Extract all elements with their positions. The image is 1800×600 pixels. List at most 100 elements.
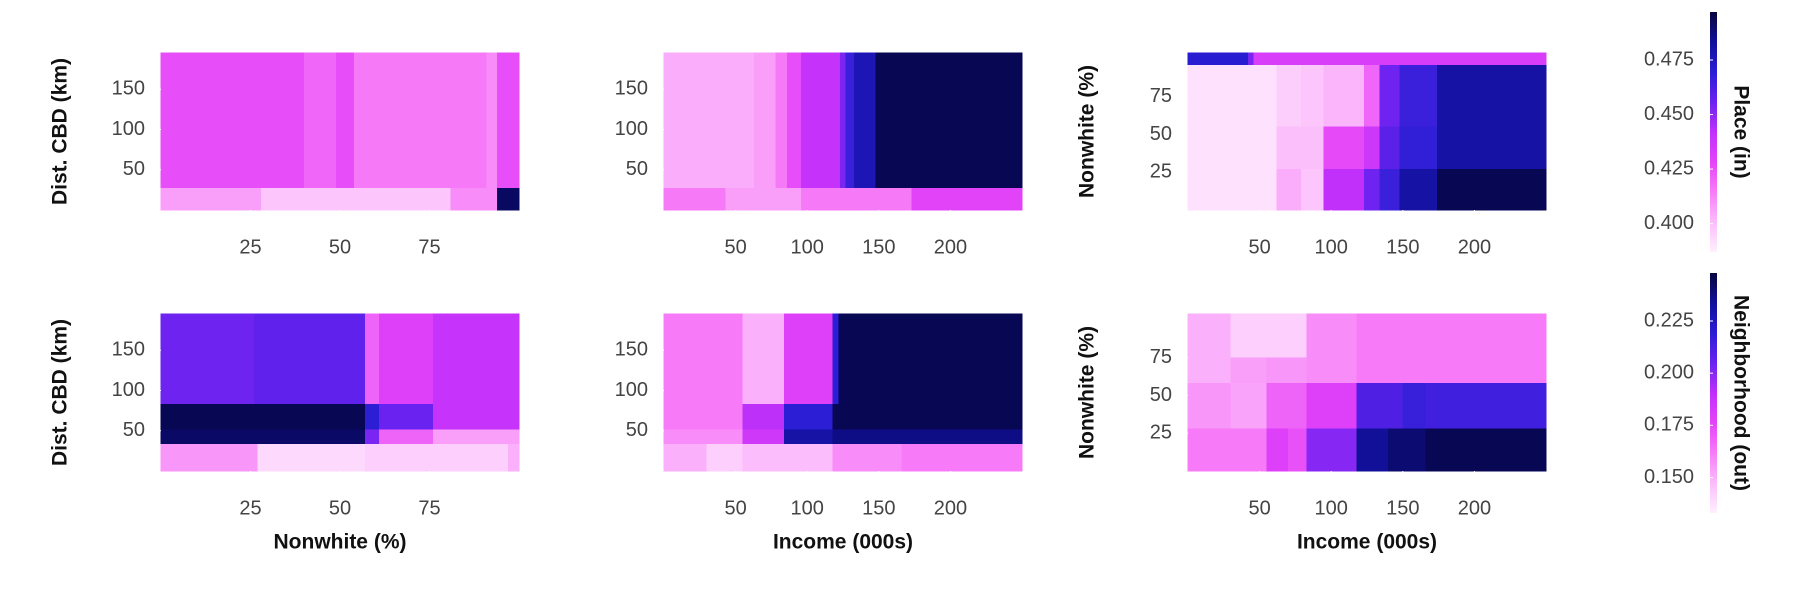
heatmap-cell	[1247, 52, 1255, 66]
colorbar-tick-label: 0.450	[1644, 103, 1694, 125]
heatmap-cell	[507, 444, 520, 472]
heatmap-cell	[1187, 52, 1249, 66]
heatmap-cell	[497, 187, 520, 211]
heatmap-cell	[742, 429, 785, 445]
heatmap-cell	[742, 444, 834, 472]
heatmap-cell	[1187, 357, 1232, 384]
y-tick-label: 50	[123, 419, 145, 441]
heatmap-cell	[1388, 428, 1427, 472]
heatmap-cell	[783, 429, 834, 445]
y-axis-label: Nonwhite (%)	[1076, 326, 1099, 459]
x-tick-label: 50	[724, 236, 746, 258]
heatmap-cell	[801, 52, 841, 189]
heatmap-cell	[1306, 313, 1358, 359]
heatmap-cell	[663, 52, 755, 189]
y-tick-label: 150	[112, 339, 145, 361]
heatmap-cell	[1266, 383, 1308, 430]
heatmap-cell	[354, 52, 488, 189]
y-tick-label: 150	[112, 78, 145, 100]
heatmap-cell	[832, 313, 840, 405]
heatmap-cell	[1379, 168, 1401, 211]
x-tick-label: 100	[791, 497, 824, 519]
heatmap-cell	[1230, 313, 1308, 359]
y-tick-label: 50	[1150, 123, 1172, 145]
heatmap-cell	[1287, 428, 1308, 472]
heatmap-cell	[1363, 126, 1381, 170]
heatmap-cell	[901, 444, 1023, 472]
heatmap-cell	[783, 403, 834, 431]
heatmap-cell	[364, 403, 380, 431]
heatmap-cell	[450, 187, 498, 211]
heatmap-cell	[663, 187, 726, 211]
heatmap-cell	[1266, 428, 1289, 472]
colorbar-label: Neighborhood (out)	[1729, 295, 1752, 491]
heatmap-cell	[1399, 168, 1438, 211]
heatmap-cell	[432, 313, 520, 405]
heatmap-cell	[706, 444, 744, 472]
colorbar-tick-label: 0.225	[1644, 309, 1694, 331]
heatmap-cell	[1187, 64, 1278, 128]
heatmap-cell	[160, 429, 366, 445]
colorbar	[1710, 12, 1717, 252]
colorbar-tick-label: 0.400	[1644, 212, 1694, 234]
heatmap-cell	[663, 429, 744, 445]
heatmap-cell	[379, 403, 434, 431]
x-tick-label: 50	[1248, 497, 1270, 519]
heatmap-cell	[1276, 64, 1302, 128]
heatmap-cell	[1436, 126, 1547, 170]
x-tick-label: 200	[934, 497, 967, 519]
heatmap-cell	[1363, 64, 1381, 128]
heatmap-cell	[1356, 313, 1547, 359]
heatmap-cell	[1425, 428, 1547, 472]
colorbar-tick-label: 0.475	[1644, 48, 1694, 70]
heatmap-cell	[1323, 168, 1365, 211]
x-axis-label: Income (000s)	[773, 531, 913, 554]
y-tick-label: 100	[615, 118, 648, 140]
x-tick-label: 75	[418, 497, 440, 519]
x-tick-label: 100	[1315, 236, 1348, 258]
heatmap-cell	[832, 429, 1023, 445]
heatmap-cell	[1356, 428, 1389, 472]
heatmap-cell	[832, 444, 903, 472]
heatmap-cell	[1356, 383, 1404, 430]
x-tick-label: 25	[239, 497, 261, 519]
heatmap-cell	[1323, 64, 1365, 128]
x-tick-label: 50	[329, 497, 351, 519]
y-axis-label: Dist. CBD (km)	[49, 319, 72, 466]
x-tick-label: 50	[329, 236, 351, 258]
heatmap-cell	[497, 52, 520, 189]
heatmap-cell	[663, 313, 744, 405]
heatmap-cell	[364, 313, 380, 405]
heatmap-cell	[432, 403, 520, 431]
heatmap-cell	[1266, 357, 1308, 384]
heatmap-cell	[1436, 64, 1547, 128]
x-tick-label: 50	[724, 497, 746, 519]
heatmap-cell	[160, 444, 258, 472]
colorbar-tick-label: 0.425	[1644, 157, 1694, 179]
heatmap-cell	[160, 187, 262, 211]
heatmap-cell	[432, 429, 520, 445]
heatmap-cell	[1306, 357, 1358, 384]
heatmap-cell	[336, 52, 355, 189]
x-tick-label: 25	[239, 236, 261, 258]
heatmap-cell	[801, 187, 913, 211]
y-tick-label: 50	[626, 419, 648, 441]
x-tick-label: 100	[791, 236, 824, 258]
heatmap-cell	[1253, 52, 1547, 66]
heatmap-cell	[839, 52, 847, 189]
x-tick-label: 150	[1386, 236, 1419, 258]
heatmap-cell	[364, 429, 380, 445]
heatmap-cell	[1276, 168, 1302, 211]
heatmap-cell	[1187, 383, 1232, 430]
x-tick-label: 150	[862, 236, 895, 258]
y-tick-label: 100	[112, 118, 145, 140]
heatmap-cell	[260, 187, 452, 211]
heatmap-cell	[663, 403, 744, 431]
heatmap-cell	[303, 52, 337, 189]
x-tick-label: 150	[1386, 497, 1419, 519]
y-tick-label: 50	[1150, 384, 1172, 406]
heatmap-cell	[1436, 168, 1547, 211]
colorbar	[1710, 273, 1717, 513]
